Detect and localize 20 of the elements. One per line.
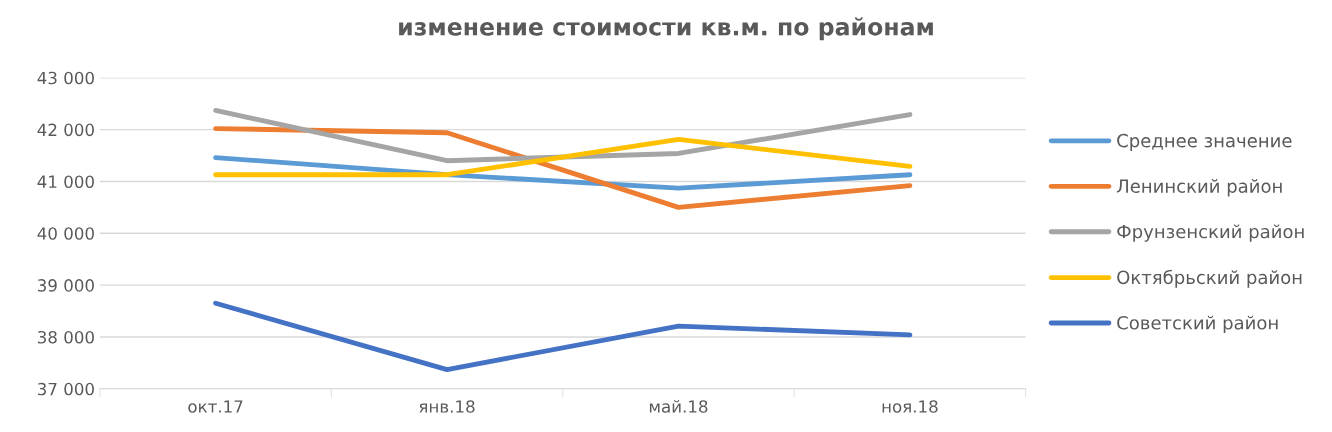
- y-tick-label: 38 000: [37, 330, 94, 344]
- y-tick-label: 39 000: [37, 279, 94, 292]
- x-tick-label: янв.18: [419, 400, 475, 413]
- y-tick-label: 41 000: [37, 175, 94, 189]
- legend-label: Октябрьский район: [1117, 269, 1302, 288]
- line-series: [213, 126, 913, 210]
- line-series: [213, 107, 913, 164]
- x-tick-label: окт.17: [188, 400, 243, 413]
- x-tick-label: ноя.18: [882, 400, 938, 413]
- legend-label: Ленинский район: [1116, 179, 1282, 197]
- x-tick-label: май.18: [649, 399, 708, 413]
- y-tick-label: 40 000: [37, 227, 94, 240]
- legend-label: Среднее значение: [1117, 133, 1292, 151]
- y-tick-label: 42 000: [37, 123, 94, 137]
- line-series: [213, 300, 913, 373]
- y-tick-label: 43 000: [37, 71, 94, 85]
- legend-label: Советский район: [1117, 315, 1278, 334]
- chart-title: изменение стоимости кв.м. по районам: [399, 17, 933, 41]
- legend-label: Фрунзенский район: [1117, 224, 1304, 242]
- y-tick-label: 37 000: [37, 382, 94, 396]
